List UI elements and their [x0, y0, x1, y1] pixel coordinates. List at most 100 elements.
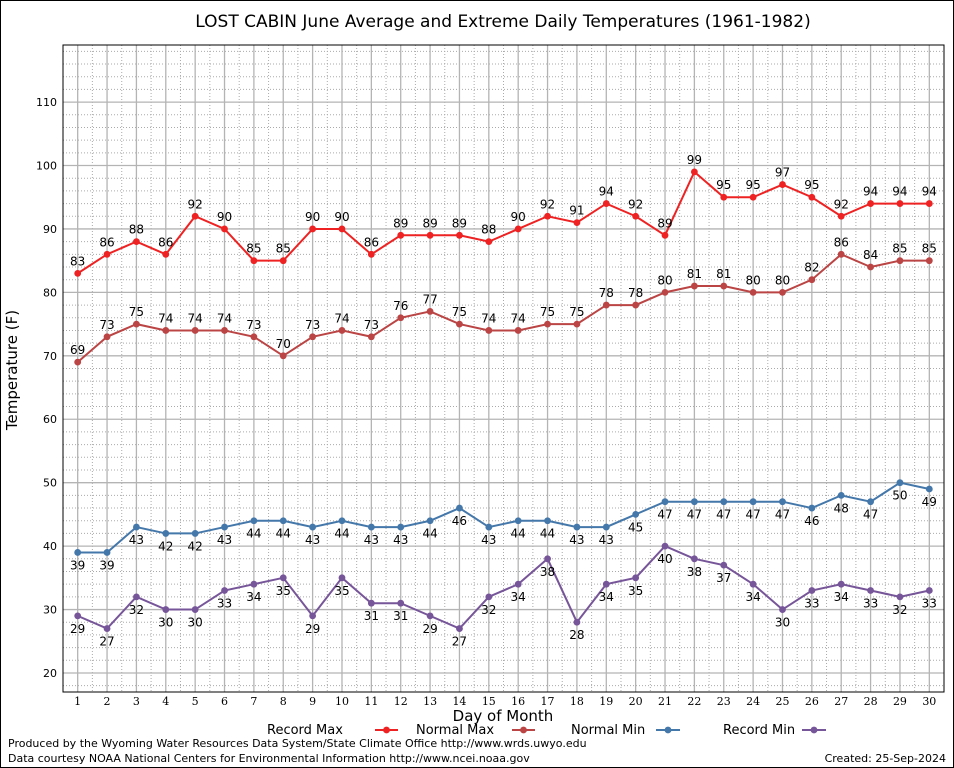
y-tick-label: 80: [43, 286, 57, 299]
data-label: 78: [628, 286, 643, 300]
data-label: 74: [481, 311, 496, 325]
data-label: 80: [775, 273, 790, 287]
data-label: 85: [246, 242, 261, 256]
data-label: 73: [305, 318, 320, 332]
data-label: 45: [628, 520, 643, 534]
data-label: 44: [276, 527, 291, 541]
data-label: 35: [628, 584, 643, 598]
y-axis-label: Temperature (F): [3, 310, 21, 431]
series-normal-min: 39 39 43 42 42 43 44 44 43 44 43 43 44 46 43 44 44 43 43 45…: [70, 479, 937, 572]
y-tick-label: 100: [36, 160, 57, 173]
data-label: 81: [687, 267, 702, 281]
data-label: 32: [481, 603, 496, 617]
data-label: 30: [158, 616, 173, 630]
data-label: 34: [834, 590, 849, 604]
data-label: 38: [540, 565, 555, 579]
data-label: 94: [922, 185, 937, 199]
data-label: 70: [276, 337, 291, 351]
data-label: 46: [804, 514, 819, 528]
data-point: [367, 599, 375, 607]
data-point: [133, 320, 140, 328]
series-record-max: 83 86 88 86 92 90 85 85 90 90 86 89 89 89 88 90 92 91 94 92…: [70, 153, 937, 277]
legend-label: Normal Min: [571, 723, 645, 738]
data-point: [309, 333, 317, 341]
data-label: 43: [569, 533, 584, 547]
data-label: 42: [188, 539, 203, 553]
data-point: [397, 314, 405, 322]
data-point: [191, 212, 199, 220]
footer-data-courtesy: Data courtesy NOAA National Centers for …: [8, 752, 530, 765]
x-tick-label: 14: [452, 695, 466, 708]
data-label: 74: [217, 311, 232, 325]
data-point: [544, 212, 551, 220]
data-label: 40: [657, 552, 672, 566]
data-point: [779, 181, 786, 188]
data-point: [485, 238, 493, 246]
series-line: [77, 170, 930, 275]
series-record-min: 29 27 32 30 30 33 34 35 29 35 31 31 29 27 32 34 38 28 34 35…: [70, 542, 937, 649]
data-point: [456, 320, 463, 328]
data-point: [221, 523, 228, 531]
data-point: [162, 250, 170, 258]
data-point: [279, 574, 287, 582]
data-point: [925, 485, 933, 493]
data-label: 39: [70, 558, 85, 572]
data-label: 43: [364, 533, 379, 547]
data-point: [485, 593, 493, 601]
data-label: 94: [863, 185, 878, 199]
data-point: [690, 282, 698, 290]
data-label: 84: [863, 248, 878, 262]
y-tick-label: 30: [43, 604, 57, 617]
data-label: 89: [393, 216, 408, 230]
data-label: 33: [217, 597, 232, 611]
data-point: [779, 288, 786, 296]
x-tick-label: 23: [717, 695, 731, 708]
x-tick-label: 17: [541, 695, 555, 708]
data-point: [426, 517, 434, 525]
data-point: [456, 504, 463, 512]
data-point: [808, 193, 816, 201]
data-label: 75: [540, 305, 555, 319]
data-point: [426, 231, 434, 239]
data-label: 47: [657, 508, 672, 522]
x-tick-label: 21: [658, 695, 672, 708]
x-tick-label: 7: [250, 695, 257, 708]
data-point: [250, 580, 258, 588]
data-point: [837, 212, 845, 220]
data-label: 47: [687, 508, 702, 522]
x-tick-label: 12: [394, 695, 408, 708]
data-label: 95: [804, 178, 819, 192]
data-label: 32: [892, 603, 907, 617]
x-tick-label: 26: [805, 695, 819, 708]
series-line: [77, 481, 930, 554]
data-label: 85: [892, 242, 907, 256]
data-label: 43: [129, 533, 144, 547]
legend-item-normal-max: Normal Max: [416, 723, 535, 738]
data-point: [749, 193, 757, 201]
data-point: [690, 555, 698, 563]
data-point: [250, 517, 258, 525]
data-label: 92: [188, 197, 203, 211]
series-layer: 83 86 88 86 92 90 85 85 90 90 86 89 89 89 88 90 92 91 94 92…: [70, 153, 937, 649]
data-label: 92: [540, 197, 555, 211]
data-point: [720, 498, 728, 506]
data-point: [779, 606, 786, 613]
data-label: 34: [599, 590, 614, 604]
legend-item-record-max: Record Max: [267, 723, 398, 738]
legend-label: Record Max: [267, 723, 343, 738]
series-line: [77, 544, 930, 630]
data-label: 90: [334, 210, 349, 224]
data-point: [632, 510, 640, 518]
data-point: [749, 498, 757, 506]
data-point: [720, 193, 728, 201]
data-point: [74, 612, 82, 620]
data-point: [309, 225, 317, 233]
data-point: [837, 580, 845, 588]
data-point: [338, 574, 346, 582]
data-point: [925, 257, 933, 265]
data-label: 75: [129, 305, 144, 319]
data-label: 50: [892, 489, 907, 503]
data-label: 89: [657, 216, 672, 230]
legend-swatch-marker: [383, 726, 390, 734]
x-tick-label: 5: [192, 695, 199, 708]
